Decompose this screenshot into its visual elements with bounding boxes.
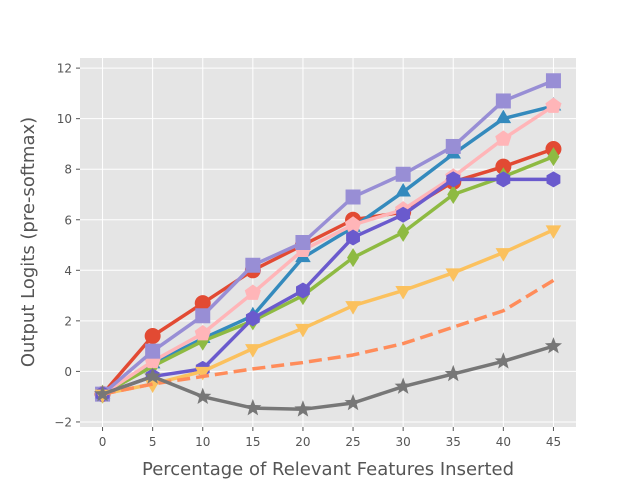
series-line xyxy=(101,104,555,396)
x-tick-label: 10 xyxy=(195,435,210,449)
x-tick-label: 25 xyxy=(345,435,360,449)
y-tick-label: 8 xyxy=(64,163,72,177)
data-point xyxy=(294,400,312,417)
data-point xyxy=(495,158,512,175)
data-point xyxy=(395,182,411,197)
data-point xyxy=(144,328,161,345)
x-tick-label: 5 xyxy=(149,435,157,449)
series-6 xyxy=(94,225,562,404)
series-line xyxy=(102,228,555,396)
x-tick-label: 30 xyxy=(396,435,411,449)
y-tick-label: 6 xyxy=(64,213,72,227)
data-point xyxy=(545,73,561,89)
data-point xyxy=(347,248,360,268)
y-tick-label: 2 xyxy=(64,314,72,328)
series-line xyxy=(101,177,554,396)
data-point xyxy=(544,337,563,354)
data-point xyxy=(195,308,211,324)
data-point xyxy=(495,109,512,124)
data-point xyxy=(545,225,562,239)
data-point xyxy=(244,399,262,416)
x-tick-label: 40 xyxy=(496,435,511,449)
y-tick-label: 12 xyxy=(57,62,72,76)
data-point xyxy=(144,367,162,384)
series-layer xyxy=(93,73,563,417)
y-tick-label: 4 xyxy=(64,264,72,278)
data-point xyxy=(144,379,161,394)
series-8 xyxy=(93,337,563,417)
data-point xyxy=(495,130,512,146)
data-point xyxy=(295,323,311,338)
data-point xyxy=(496,171,511,188)
series-line xyxy=(102,278,555,396)
data-point xyxy=(194,387,212,404)
x-tick-label: 35 xyxy=(446,435,461,449)
series-line xyxy=(101,104,554,396)
series-line xyxy=(101,154,555,396)
data-point xyxy=(545,97,562,113)
data-point xyxy=(245,344,261,358)
data-point xyxy=(345,189,361,205)
data-point xyxy=(446,171,461,188)
y-tick-label: 0 xyxy=(64,365,72,379)
data-point xyxy=(194,366,211,381)
data-point xyxy=(194,295,211,312)
x-tick-label: 15 xyxy=(245,435,260,449)
data-point xyxy=(145,343,161,359)
data-point xyxy=(444,364,462,382)
data-point xyxy=(245,310,260,327)
series-line xyxy=(101,79,555,396)
data-point xyxy=(394,377,412,394)
data-point xyxy=(495,248,512,262)
x-tick-label: 20 xyxy=(295,435,310,449)
x-tick-label: 45 xyxy=(546,435,561,449)
data-point xyxy=(447,184,460,204)
data-point xyxy=(93,385,112,402)
data-point xyxy=(546,171,561,188)
x-tick-label: 0 xyxy=(99,435,107,449)
series-line xyxy=(101,344,554,412)
data-point xyxy=(245,257,261,273)
data-point xyxy=(494,352,512,369)
y-tick-label: 10 xyxy=(57,112,72,126)
data-point xyxy=(395,166,411,182)
series-line xyxy=(101,147,555,396)
data-point xyxy=(445,268,462,282)
data-point xyxy=(244,284,261,300)
data-point xyxy=(296,282,310,299)
data-point xyxy=(344,393,362,411)
data-point xyxy=(344,216,362,232)
y-tick-label: −2 xyxy=(54,415,72,429)
y-axis-ticks: −2 0 2 4 6 8 10 12 xyxy=(54,62,80,429)
x-axis-ticks: 0 5 10 15 20 25 30 35 40 45 xyxy=(99,427,561,449)
y-axis-label: Output Logits (pre-softmax) xyxy=(18,117,39,367)
data-point xyxy=(397,222,410,242)
data-point xyxy=(396,206,411,223)
data-point xyxy=(295,235,311,250)
series-7 xyxy=(102,278,555,396)
data-point xyxy=(194,324,211,341)
data-point xyxy=(346,229,360,246)
data-point xyxy=(445,138,461,154)
data-point xyxy=(495,93,511,109)
data-point xyxy=(395,286,411,300)
data-point xyxy=(547,147,560,167)
data-point xyxy=(345,301,361,315)
x-axis-label: Percentage of Relevant Features Inserted xyxy=(142,459,514,480)
